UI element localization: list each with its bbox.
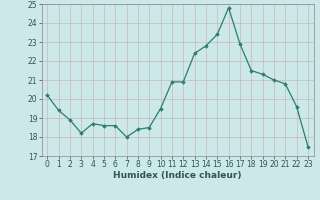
X-axis label: Humidex (Indice chaleur): Humidex (Indice chaleur) — [113, 171, 242, 180]
